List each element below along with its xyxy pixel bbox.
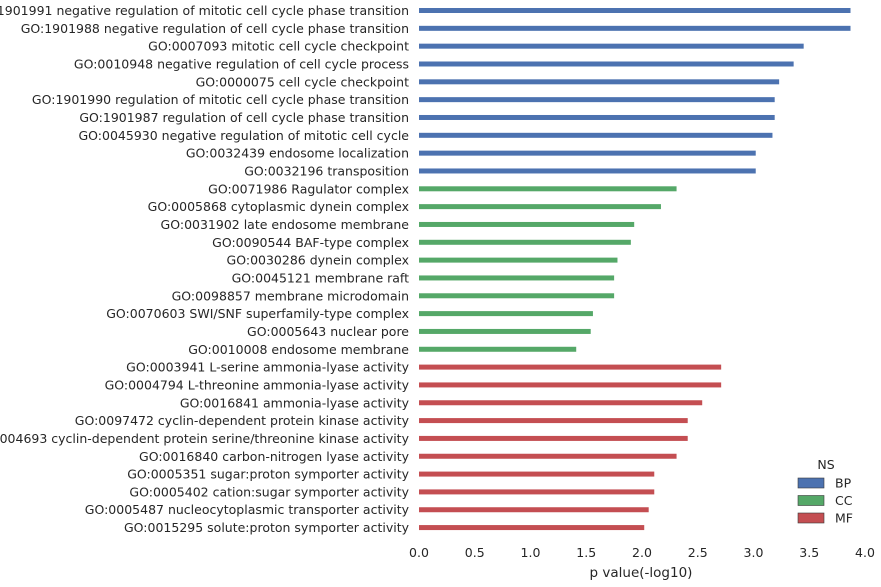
bar-cc [419,204,661,210]
category-label: GO:0004693 cyclin-dependent protein seri… [0,431,410,446]
category-label: GO:0098857 membrane microdomain [172,288,409,303]
bar-mf [419,400,703,406]
x-tick-label: 0.5 [465,545,485,560]
bar-cc [419,346,577,352]
x-axis-title: p value(-log10) [590,565,693,581]
category-label: GO:0015295 solute:proton symporter activ… [124,520,410,535]
x-tick-label: 0.0 [409,545,429,560]
legend-swatch-cc [797,495,825,506]
category-label: GO:0005868 cytoplasmic dynein complex [148,199,409,214]
bars-layer [419,8,851,531]
bar-mf [419,489,655,495]
legend: NS BP CC MF [797,457,853,526]
x-tick-label: 2.5 [688,545,708,560]
category-label: GO:0031902 late endosome membrane [161,217,410,232]
legend-swatch-mf [797,512,825,524]
category-label: GO:0000075 cell cycle checkpoint [196,74,409,89]
category-label: GO:0003941 L-serine ammonia-lyase activi… [126,360,409,375]
category-label: GO:1901987 regulation of cell cycle phas… [79,110,409,125]
bar-mf [419,364,722,370]
legend-title: NS [817,457,834,472]
bar-cc [419,239,631,245]
bar-mf [419,435,688,441]
bar-cc [419,275,615,281]
bar-mf [419,525,645,531]
bar-cc [419,221,635,227]
bar-cc [419,257,618,263]
legend-label-mf: MF [835,511,853,526]
category-label: GO:0045930 negative regulation of mitoti… [79,128,410,143]
bar-bp [419,8,851,13]
bar-cc [419,328,591,334]
bar-cc [419,186,677,192]
category-label: GO:0005402 cation:sugar symporter activi… [129,484,409,499]
category-label: GO:0005643 nuclear pore [247,324,409,339]
category-label: GO:1901990 regulation of mitotic cell cy… [32,92,409,107]
category-label: GO:0016841 ammonia-lyase activity [180,395,410,410]
bar-mf [419,471,655,477]
bar-bp [419,132,773,138]
legend-swatch-bp [797,477,825,489]
x-tick-label: 1.0 [521,545,541,560]
category-label: GO:1901988 negative regulation of cell c… [21,21,409,36]
bar-mf [419,418,688,424]
category-label: GO:0010948 negative regulation of cell c… [74,56,409,71]
bar-bp [419,43,804,49]
category-label: GO:0097472 cyclin-dependent protein kina… [75,413,410,428]
category-labels: GO:1901991 negative regulation of mitoti… [0,3,410,535]
x-tick-label: 3.5 [799,545,819,560]
bar-bp [419,25,851,31]
x-tick-label: 4.0 [855,545,875,560]
x-tick-label: 2.0 [632,545,652,560]
bar-cc [419,293,615,299]
category-label: GO:0016840 carbon-nitrogen lyase activit… [139,449,410,464]
category-label: GO:0090544 BAF-type complex [212,235,409,250]
x-tick-label: 1.5 [576,545,596,560]
bar-bp [419,97,775,103]
category-label: GO:0007093 mitotic cell cycle checkpoint [148,39,409,54]
category-label: GO:0010008 endosome membrane [188,342,409,357]
category-label: GO:0032439 endosome localization [186,146,409,161]
x-axis: p value(-log10) 0.0 0.5 1.0 1.5 2.0 2.5 3.0 3.5… [409,545,875,581]
bar-mf [419,382,722,388]
bar-mf [419,507,649,513]
category-label: GO:0032196 transposition [244,163,409,178]
bar-bp [419,150,756,156]
bar-bp [419,79,780,85]
x-tick-label: 3.0 [744,545,764,560]
bar-bp [419,114,775,120]
legend-label-cc: CC [835,493,853,508]
category-label: GO:1901991 negative regulation of mitoti… [0,3,409,18]
category-label: GO:0070603 SWI/SNF superfamily-type comp… [106,306,409,321]
bar-bp [419,61,794,67]
category-label: GO:0005487 nucleocytoplasmic transporter… [85,502,410,517]
category-label: GO:0004794 L-threonine ammonia-lyase act… [105,377,410,392]
bar-mf [419,453,677,459]
category-label: GO:0045121 membrane raft [232,270,410,285]
category-label: GO:0030286 dynein complex [227,253,409,268]
legend-label-bp: BP [835,476,852,491]
bar-cc [419,311,593,317]
category-label: GO:0005351 sugar:proton symporter activi… [127,467,409,482]
bar-bp [419,168,756,174]
category-label: GO:0071986 Ragulator complex [208,181,409,196]
